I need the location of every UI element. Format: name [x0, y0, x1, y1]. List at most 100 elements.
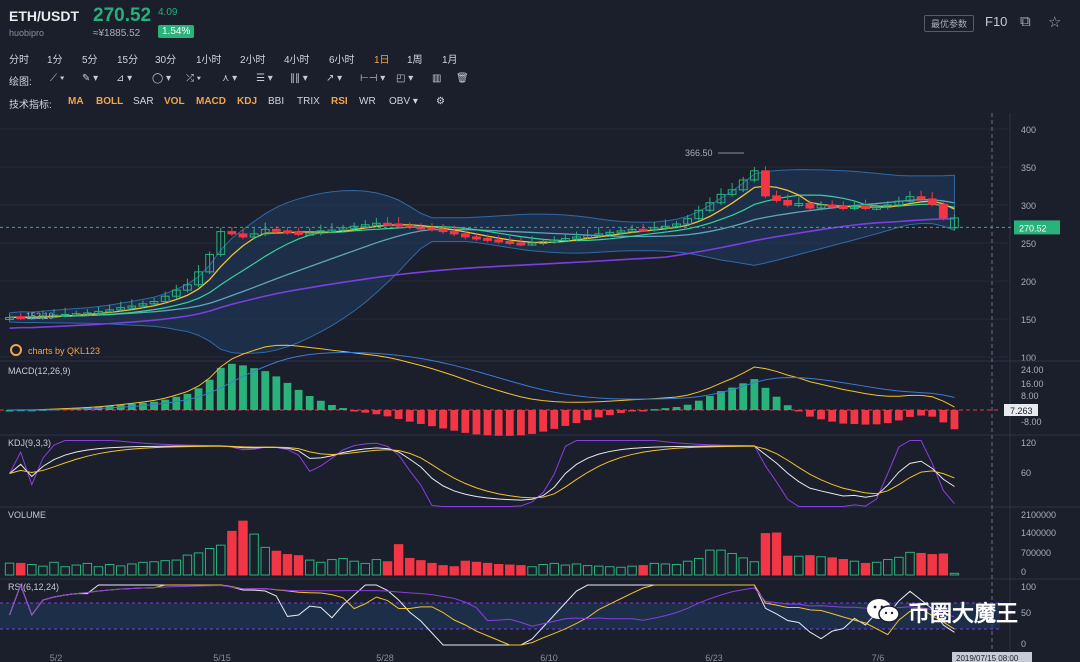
indicator-macd[interactable]: MACD	[196, 96, 226, 107]
macd-histogram-bar	[561, 410, 570, 426]
timeframe-1[interactable]: 1分	[47, 55, 63, 66]
macd-histogram-bar	[750, 379, 759, 410]
timeframe-3[interactable]: 15分	[117, 55, 139, 66]
volume-bar	[382, 561, 393, 576]
candle-body	[294, 231, 303, 235]
volume-bar	[360, 562, 371, 576]
volume-bar	[60, 566, 70, 576]
indicator-kdj[interactable]: KDJ	[237, 96, 258, 107]
macd-histogram-bar	[817, 410, 825, 420]
price-tick-label: 200	[1021, 277, 1036, 287]
line-tool-icon[interactable]: ⟋ ▾	[50, 73, 65, 84]
shape-tool-icon[interactable]: ◯ ▾	[152, 73, 171, 84]
timeframe-11[interactable]: 1月	[442, 55, 458, 66]
volume-bar	[771, 532, 782, 576]
channel-tool-icon[interactable]: ☰ ▾	[256, 73, 273, 84]
pen-tool-icon[interactable]: ✎ ▾	[82, 73, 99, 84]
indicator-vol[interactable]: VOL	[164, 96, 185, 107]
volume-bar	[405, 557, 415, 576]
timeframe-6[interactable]: 2小时	[240, 55, 266, 66]
pattern-tool-icon[interactable]: ⤮ ▾	[186, 73, 201, 84]
timeframe-10[interactable]: 1周	[407, 55, 423, 66]
volume-bar	[782, 555, 793, 576]
fib-tool-icon[interactable]: ⊿ ▾	[116, 73, 133, 84]
chart-settings-icon[interactable]: ▥	[432, 73, 442, 84]
timeframe-9[interactable]: 1日	[374, 55, 390, 66]
star-icon[interactable]: ☆	[1048, 14, 1062, 31]
volume-bar	[716, 549, 726, 576]
indicator-sar[interactable]: SAR	[133, 96, 154, 107]
ma-long-line	[9, 217, 955, 329]
rsi-tick-label: 50	[1021, 608, 1031, 618]
timeframe-4[interactable]: 30分	[155, 55, 177, 66]
drawing-label: 绘图:	[9, 77, 32, 88]
wave-tool-icon[interactable]: ⋏ ▾	[222, 73, 238, 84]
timeframe-0[interactable]: 分时	[9, 55, 29, 66]
candle-body	[116, 307, 126, 311]
macd-histogram-bar	[906, 410, 914, 417]
indicator-ma[interactable]: MA	[68, 96, 84, 107]
arrow-tool-icon[interactable]: ↗ ▾	[326, 73, 343, 84]
volume-bar	[149, 561, 159, 576]
indicator-rsi[interactable]: RSI	[331, 96, 348, 107]
indicator-trix[interactable]: TRIX	[297, 96, 320, 107]
macd-tick-label: 24.00	[1021, 365, 1044, 375]
candle-body	[527, 242, 537, 246]
macd-histogram-bar	[383, 410, 392, 417]
f10-button[interactable]: F10	[985, 14, 1008, 29]
candle-body	[171, 289, 181, 297]
timeframe-2[interactable]: 5分	[82, 55, 98, 66]
kline-chart[interactable]: 400 350 300 250 200 150 100 270.52 366.50 152.10 c…	[0, 113, 1080, 662]
candle-body	[472, 236, 481, 240]
trash-icon[interactable]: 🗑	[456, 73, 469, 84]
macd-current-value: 7.263	[1010, 406, 1033, 416]
candle-body	[249, 233, 259, 238]
volume-bar	[182, 554, 193, 576]
x-axis-label: 6/10	[540, 653, 558, 662]
last-price: 270.52	[93, 5, 152, 26]
macd-histogram-bar	[161, 399, 170, 410]
macd-histogram-bar	[872, 410, 881, 425]
macd-histogram-bar	[283, 382, 292, 410]
volume-bar	[638, 565, 648, 576]
indicator-bbi[interactable]: BBI	[268, 96, 285, 107]
macd-histogram-bar	[661, 408, 670, 410]
best-params-button[interactable]: 最优参数	[924, 15, 975, 32]
timeframe-5[interactable]: 1小时	[196, 55, 222, 66]
indicator-wr[interactable]: WR	[359, 96, 376, 107]
macd-histogram-bar	[594, 410, 603, 418]
comment-tool-icon[interactable]: ◰ ▾	[396, 73, 414, 84]
volume-bar	[393, 544, 404, 576]
macd-histogram-bar	[472, 410, 481, 435]
macd-histogram-bar	[628, 410, 636, 412]
measure-tool-icon[interactable]: ⊢⊣ ▾	[360, 73, 386, 84]
candle-body	[227, 231, 237, 235]
indicator-boll[interactable]: BOLL	[96, 96, 124, 107]
candle-body	[583, 234, 592, 238]
pair-title[interactable]: ETH/USDT	[9, 8, 79, 24]
indicator-obv[interactable]: OBV ▾	[389, 96, 418, 107]
fullscreen-icon[interactable]: ⧉	[1020, 13, 1031, 30]
volume-bar	[27, 564, 37, 576]
volume-bar	[260, 546, 270, 576]
volume-bar	[204, 547, 215, 576]
volume-bar	[449, 566, 459, 576]
candle-body	[105, 309, 114, 313]
macd-histogram-bar	[861, 410, 870, 425]
macd-histogram-bar	[772, 396, 781, 410]
grid-tool-icon[interactable]: ∥∥ ▾	[290, 73, 308, 84]
macd-tick-label: 16.00	[1021, 379, 1044, 389]
volume-bar	[238, 520, 248, 576]
candle-body	[394, 223, 404, 227]
timeframe-8[interactable]: 6小时	[329, 55, 355, 66]
indicator-settings-icon[interactable]: ⚙	[436, 96, 445, 107]
macd-histogram-bar	[694, 400, 703, 410]
volume-bar	[593, 565, 604, 576]
candle-body	[594, 233, 604, 237]
volume-bar	[138, 561, 148, 576]
macd-histogram-bar	[405, 410, 414, 422]
macd-histogram-bar	[783, 405, 792, 410]
macd-current-badge	[1004, 404, 1038, 416]
timeframe-7[interactable]: 4小时	[284, 55, 310, 66]
macd-histogram-bar	[850, 410, 859, 425]
